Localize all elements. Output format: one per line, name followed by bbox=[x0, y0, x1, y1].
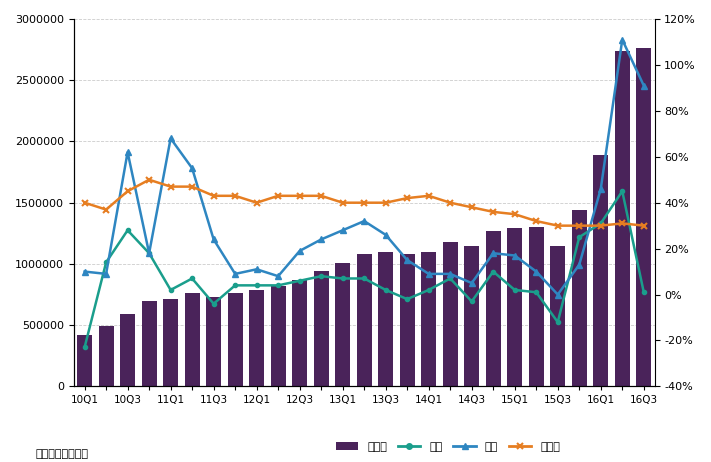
Bar bbox=[572, 210, 587, 386]
Bar bbox=[314, 271, 328, 386]
Legend: 净利润, 环比, 同比, 净利率: 净利润, 环比, 同比, 净利率 bbox=[331, 438, 565, 456]
Bar bbox=[185, 293, 200, 386]
Text: 单位：千元人民币: 单位：千元人民币 bbox=[36, 450, 89, 459]
Bar bbox=[228, 293, 242, 386]
Bar bbox=[421, 252, 437, 386]
Bar bbox=[593, 155, 609, 386]
Bar bbox=[77, 335, 92, 386]
Bar bbox=[292, 280, 307, 386]
Bar bbox=[378, 252, 393, 386]
Bar bbox=[163, 299, 178, 386]
Bar bbox=[141, 301, 156, 386]
Bar bbox=[507, 228, 523, 386]
Bar bbox=[529, 227, 544, 386]
Bar bbox=[486, 231, 501, 386]
Bar bbox=[206, 297, 221, 386]
Bar bbox=[335, 263, 351, 386]
Bar bbox=[271, 286, 286, 386]
Bar bbox=[615, 51, 630, 386]
Bar bbox=[357, 254, 372, 386]
Bar bbox=[443, 242, 458, 386]
Bar bbox=[550, 246, 565, 386]
Bar bbox=[636, 49, 651, 386]
Bar bbox=[120, 314, 135, 386]
Bar bbox=[464, 246, 479, 386]
Bar bbox=[249, 290, 264, 386]
Bar bbox=[400, 254, 415, 386]
Bar bbox=[99, 326, 114, 386]
